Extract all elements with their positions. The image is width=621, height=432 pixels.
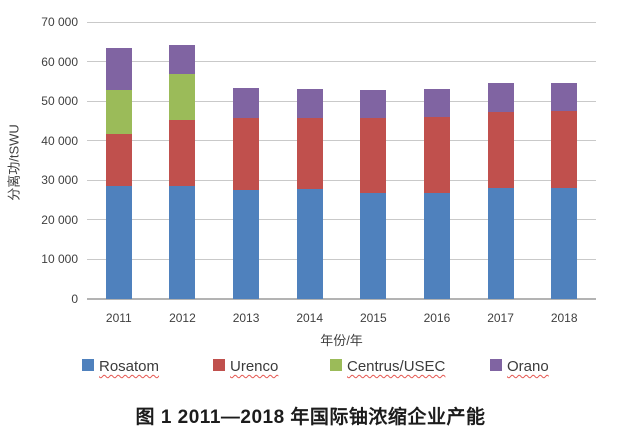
bar-2012 xyxy=(169,45,196,299)
bar-segment-urenco xyxy=(233,118,260,191)
bar-segment-rosatom xyxy=(551,187,578,299)
legend-swatch-icon xyxy=(82,359,94,371)
bar-segment-centrus-usec xyxy=(169,73,196,120)
x-tick-label-2012: 2012 xyxy=(169,311,196,325)
gridline-10000 xyxy=(87,258,596,260)
legend-swatch-icon xyxy=(213,359,225,371)
legend-label: Rosatom xyxy=(99,358,160,375)
gridline-30000 xyxy=(87,179,596,181)
bar-slot-2012 xyxy=(151,22,215,299)
bar-segment-rosatom xyxy=(423,192,450,299)
x-tick-label-2013: 2013 xyxy=(232,311,260,325)
bar-segment-urenco xyxy=(105,133,132,187)
bar-2014 xyxy=(296,88,323,299)
bar-segment-orano xyxy=(233,88,260,119)
gridline-40000 xyxy=(87,140,596,142)
bar-segment-centrus-usec xyxy=(105,89,132,134)
x-tick-label-2017: 2017 xyxy=(487,311,514,325)
x-axis-title: 年份/年 xyxy=(320,333,363,348)
x-tick-label-2014: 2014 xyxy=(296,311,324,325)
bar-slot-2011 xyxy=(87,22,151,299)
bar-segment-orano xyxy=(169,45,196,74)
legend-label: Urenco xyxy=(230,358,279,375)
bar-2017 xyxy=(487,82,514,299)
legend-swatch-icon xyxy=(490,359,502,371)
x-axis-tick-labels: 2011 2012 2013 2014 2015 2016 2017 2018 xyxy=(87,311,596,325)
y-tick-label-10000: 10 000 xyxy=(41,252,78,267)
legend-item-orano: Orano xyxy=(490,358,549,376)
bar-2018 xyxy=(551,82,578,299)
legend-label: Orano xyxy=(507,358,549,375)
gridline-60000 xyxy=(87,61,596,63)
bar-segment-rosatom xyxy=(233,190,260,299)
bar-slot-2014 xyxy=(278,22,342,299)
bar-segment-orano xyxy=(360,90,387,119)
bar-segment-urenco xyxy=(169,119,196,186)
y-tick-label-30000: 30 000 xyxy=(41,173,78,188)
bar-slot-2013 xyxy=(214,22,278,299)
x-tick-label-2016: 2016 xyxy=(423,311,451,325)
bar-segment-urenco xyxy=(551,111,578,188)
x-axis-line xyxy=(87,298,596,300)
y-tick-label-60000: 60 000 xyxy=(41,54,78,69)
bar-slot-2018 xyxy=(532,22,596,299)
bar-segment-urenco xyxy=(296,118,323,189)
bar-2013 xyxy=(233,88,260,299)
legend-item-urenco: Urenco xyxy=(213,358,278,376)
y-axis-tick-labels: 0 10 000 20 000 30 000 40 000 50 000 60 000 70 … xyxy=(0,0,78,432)
bar-segment-urenco xyxy=(487,111,514,189)
bars-container xyxy=(87,22,596,299)
bar-segment-rosatom xyxy=(105,186,132,299)
y-axis-title: 分离功/tSWU xyxy=(6,124,22,201)
bar-2015 xyxy=(360,90,387,299)
y-tick-label-20000: 20 000 xyxy=(41,212,78,227)
bar-2016 xyxy=(423,89,450,299)
bar-slot-2015 xyxy=(342,22,406,299)
gridline-50000 xyxy=(87,100,596,102)
bar-slot-2016 xyxy=(405,22,469,299)
x-tick-label-2015: 2015 xyxy=(359,311,387,325)
bar-segment-urenco xyxy=(360,118,387,193)
y-tick-label-40000: 40 000 xyxy=(41,133,78,148)
figure-caption: 图 1 2011—2018 年国际铀浓缩企业产能 xyxy=(135,407,486,428)
bar-segment-orano xyxy=(487,82,514,112)
gridline-70000 xyxy=(87,21,596,23)
plot-area xyxy=(87,21,596,300)
gridline-20000 xyxy=(87,219,596,221)
bar-segment-rosatom xyxy=(296,188,323,299)
legend-item-rosatom: Rosatom xyxy=(82,358,159,376)
bar-segment-orano xyxy=(423,89,450,118)
legend-swatch-icon xyxy=(330,359,342,371)
x-tick-label-2011: 2011 xyxy=(105,311,132,325)
y-tick-label-0: 0 xyxy=(71,292,78,306)
bar-2011 xyxy=(105,47,132,299)
legend-label: Centrus/USEC xyxy=(347,358,446,375)
legend-item-centrus-usec: Centrus/USEC xyxy=(330,358,445,376)
y-tick-label-50000: 50 000 xyxy=(41,94,78,109)
bar-segment-rosatom xyxy=(360,192,387,299)
bar-segment-rosatom xyxy=(487,188,514,299)
bar-slot-2017 xyxy=(469,22,533,299)
bar-segment-urenco xyxy=(423,117,450,193)
bar-segment-orano xyxy=(296,88,323,119)
bar-segment-rosatom xyxy=(169,185,196,299)
bar-segment-orano xyxy=(105,47,132,90)
x-tick-label-2018: 2018 xyxy=(550,311,578,325)
bar-segment-orano xyxy=(551,82,578,112)
y-tick-label-70000: 70 000 xyxy=(41,15,78,29)
